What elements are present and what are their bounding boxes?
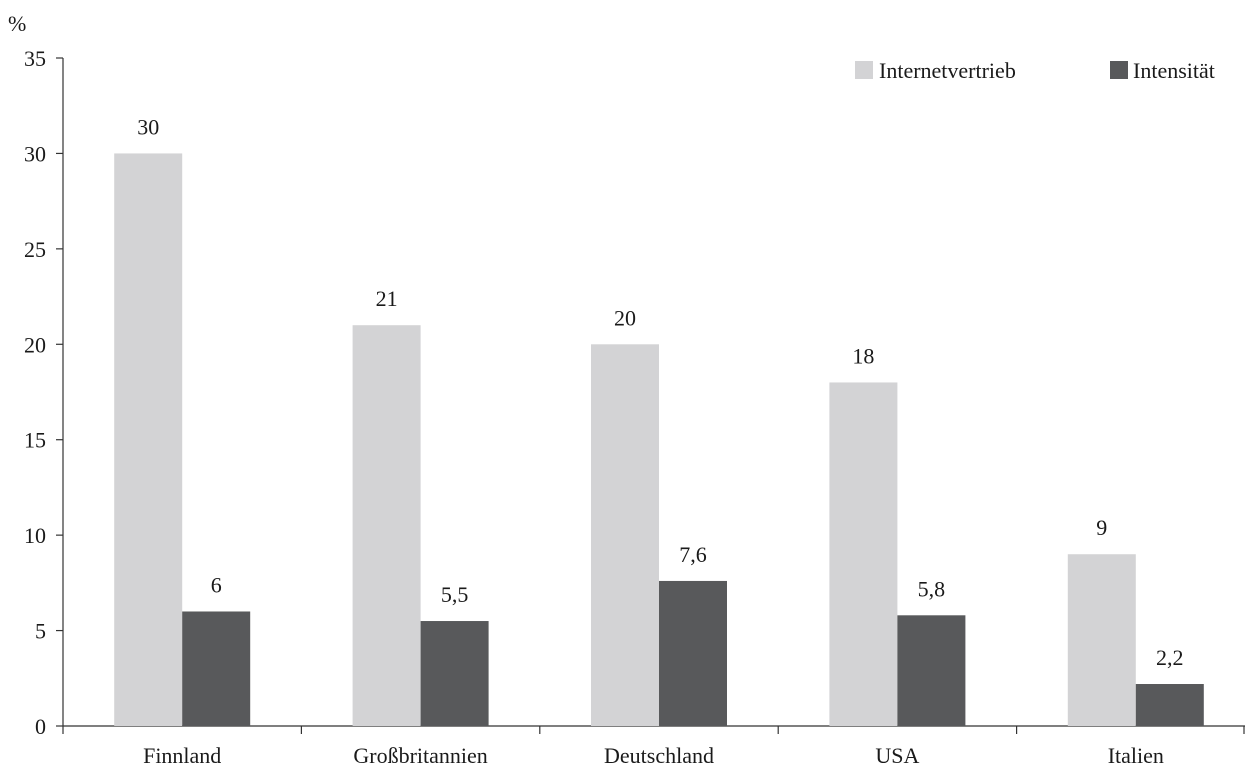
legend-label: Internetvertrieb <box>879 58 1016 83</box>
bar-intensität-deutschland <box>659 580 727 726</box>
y-axis: 0 5 10 15 20 25 30 35 <box>24 46 64 739</box>
y-axis-unit-label: % <box>8 11 26 36</box>
legend-swatch <box>855 61 873 79</box>
data-label: 5,8 <box>918 576 946 601</box>
data-label: 2,2 <box>1156 645 1184 670</box>
y-tick-label: 10 <box>24 523 46 548</box>
bar-intensität-großbritannien <box>420 621 489 726</box>
y-tick-label: 25 <box>24 237 46 262</box>
y-tick-label: 20 <box>24 332 46 357</box>
legend-swatch <box>1110 61 1128 79</box>
y-tick-label: 35 <box>24 46 46 71</box>
y-tick-label: 15 <box>24 428 46 453</box>
data-label: 6 <box>211 572 222 597</box>
bar-internetvertrieb-finnland <box>114 153 183 726</box>
data-label: 9 <box>1096 515 1107 540</box>
bar-intensität-italien <box>1135 684 1204 726</box>
legend-label: Intensität <box>1133 58 1215 83</box>
y-tick-label: 30 <box>24 141 46 166</box>
bar-internetvertrieb-großbritannien <box>352 325 421 726</box>
bar-internetvertrieb-deutschland <box>591 344 659 726</box>
data-label: 7,6 <box>679 542 707 567</box>
data-label: 30 <box>137 114 159 139</box>
bar-internetvertrieb-italien <box>1067 554 1136 726</box>
data-label: 20 <box>614 305 636 330</box>
data-label: 18 <box>852 343 874 368</box>
bar-internetvertrieb-usa <box>829 382 898 726</box>
data-labels: 30 21 20 18 9 6 5,5 7,6 5,8 2,2 <box>137 114 1183 670</box>
y-tick-label: 5 <box>35 619 46 644</box>
x-category-label: Deutschland <box>604 743 714 768</box>
x-category-label: Italien <box>1108 743 1164 768</box>
x-category-label: Großbritannien <box>353 743 487 768</box>
x-category-label: USA <box>875 743 919 768</box>
data-label: 21 <box>376 286 398 311</box>
x-axis: Finnland Großbritannien Deutschland USA Ital… <box>62 725 1245 768</box>
bar-intensität-finnland <box>182 611 251 726</box>
bar-intensität-usa <box>897 615 966 726</box>
bars <box>114 153 1204 726</box>
legend: Internetvertrieb Intensität <box>855 58 1215 83</box>
x-category-label: Finnland <box>143 743 221 768</box>
y-tick-label: 0 <box>35 714 46 739</box>
data-label: 5,5 <box>441 582 469 607</box>
